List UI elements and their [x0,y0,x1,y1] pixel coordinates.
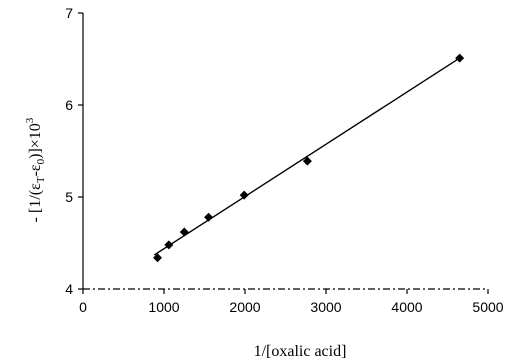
data-point [204,212,214,222]
x-tick-label: 1000 [148,299,179,315]
x-tick-label: 2000 [229,299,260,315]
x-tick-label: 3000 [310,299,341,315]
y-tick-label: 6 [65,97,73,113]
data-point [455,53,465,63]
data-point [153,253,163,263]
data-point [302,156,312,166]
y-tick-label: 4 [65,281,73,297]
plot-area: 4 5 6 7 0 1000 2000 3000 4000 5000 [65,5,504,315]
y-tick-label: 7 [65,5,73,21]
data-points [153,53,465,263]
data-point [164,240,174,250]
x-ticks: 0 1000 2000 3000 4000 5000 [79,289,504,315]
data-point [179,227,189,237]
x-axis-label: 1/[oxalic acid] [254,343,347,360]
data-point [239,190,249,200]
trend-line [153,57,461,256]
y-axis-label: - [1/(εT-ε0)]×103 [24,117,47,222]
y-tick-label: 5 [65,189,73,205]
x-tick-label: 0 [79,299,87,315]
x-tick-label: 5000 [472,299,503,315]
x-tick-label: 4000 [391,299,422,315]
y-ticks: 4 5 6 7 [65,5,83,297]
